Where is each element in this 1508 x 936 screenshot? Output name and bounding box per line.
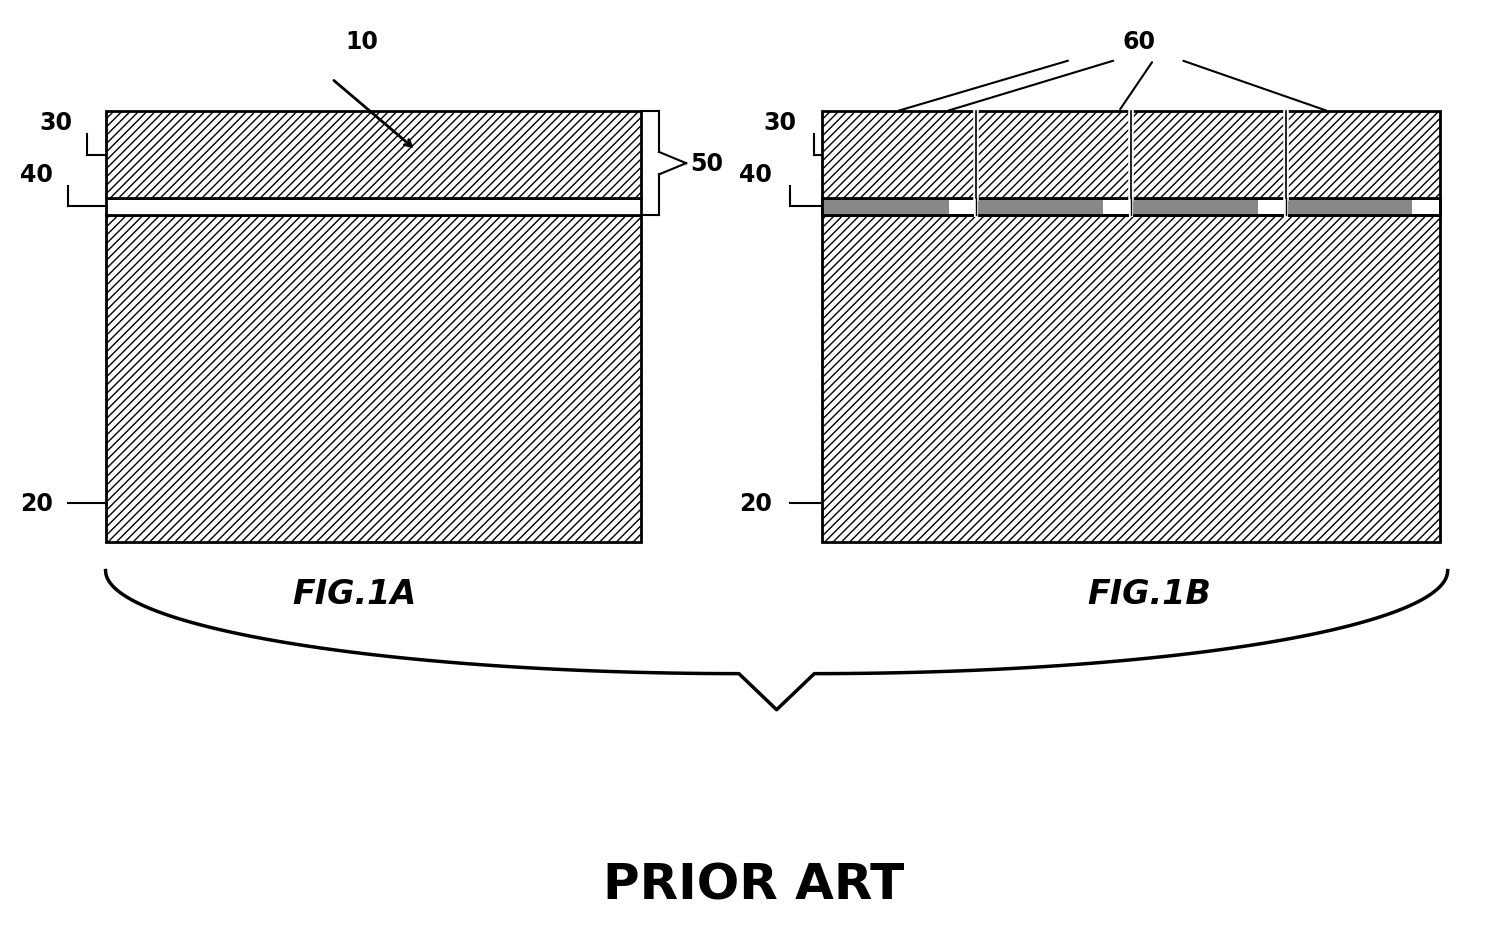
Bar bbox=[822, 198, 1440, 215]
Bar bbox=[822, 198, 1440, 215]
Text: PRIOR ART: PRIOR ART bbox=[603, 860, 905, 909]
Bar bbox=[822, 112, 1440, 198]
Text: 40: 40 bbox=[739, 163, 772, 186]
Text: 10: 10 bbox=[345, 30, 379, 54]
Bar bbox=[822, 198, 949, 215]
Text: 30: 30 bbox=[39, 110, 72, 135]
Text: 30: 30 bbox=[763, 110, 796, 135]
Bar bbox=[106, 215, 641, 543]
Text: FIG.1A: FIG.1A bbox=[293, 578, 416, 611]
Bar bbox=[1285, 198, 1413, 215]
Bar bbox=[1131, 198, 1258, 215]
Text: 60: 60 bbox=[1122, 30, 1155, 54]
Bar bbox=[822, 215, 1440, 543]
Text: 20: 20 bbox=[739, 491, 772, 516]
Text: 50: 50 bbox=[691, 152, 724, 176]
Bar bbox=[106, 112, 641, 198]
Text: 40: 40 bbox=[20, 163, 53, 186]
Text: FIG.1B: FIG.1B bbox=[1087, 578, 1211, 611]
Bar bbox=[106, 198, 641, 215]
Bar bbox=[977, 198, 1104, 215]
Text: 20: 20 bbox=[20, 491, 53, 516]
